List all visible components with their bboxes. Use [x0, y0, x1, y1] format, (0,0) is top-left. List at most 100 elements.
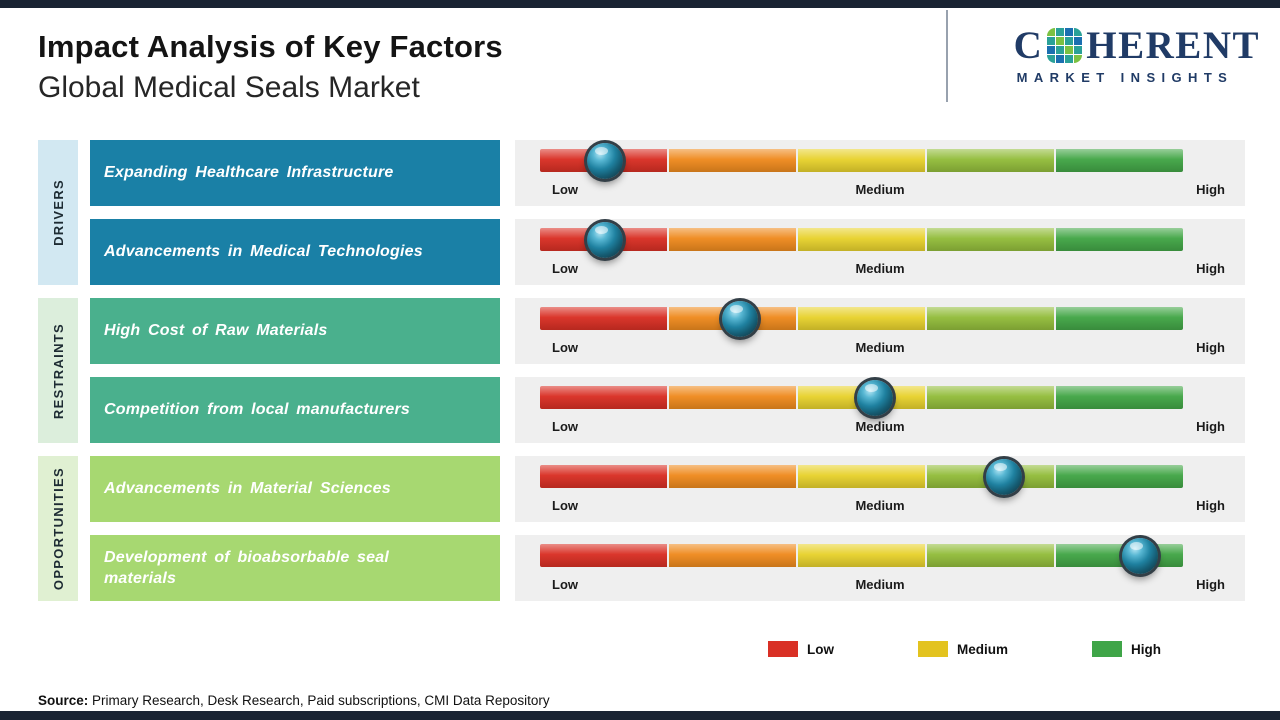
bar-segment-low-mid — [669, 544, 796, 568]
bar-segment-low — [540, 307, 667, 331]
logo-tagline: MARKET INSIGHTS — [1016, 70, 1234, 85]
logo-divider — [946, 10, 948, 102]
scale-label-high: High — [1196, 261, 1225, 277]
bar-segment-high — [1056, 386, 1183, 410]
scale-labels: Low Medium High — [515, 261, 1245, 277]
bar-segment-mid-high — [927, 307, 1054, 331]
impact-bar-strip: Low Medium High — [515, 535, 1245, 602]
impact-bar — [540, 537, 1185, 574]
scale-label-high: High — [1196, 577, 1225, 593]
scale-label-low: Low — [552, 498, 578, 514]
slider-knob — [721, 300, 758, 337]
factor-label-box: Competition from local manufacturers — [90, 377, 500, 444]
legend-item-low: Low — [768, 641, 834, 657]
legend-swatch-high — [1092, 641, 1123, 657]
impact-bar-strip: Low Medium High — [515, 456, 1245, 523]
scale-label-medium: Medium — [855, 498, 905, 514]
group-label-drivers: DRIVERS — [50, 179, 66, 247]
factor-label-box: Advancements in Material Sciences — [90, 456, 500, 523]
bar-segment-high — [1056, 465, 1183, 489]
logo-brand-prefix: C — [1013, 24, 1044, 67]
bar-segment-low-mid — [669, 228, 796, 252]
scale-label-medium: Medium — [855, 182, 905, 198]
factor-label-box: Expanding Healthcare Infrastructure — [90, 140, 500, 207]
source-note: Source: Primary Research, Desk Research,… — [38, 693, 550, 708]
scale-label-medium: Medium — [855, 419, 905, 435]
legend-swatch-medium — [918, 641, 948, 657]
page-title: Impact Analysis of Key Factors — [38, 29, 503, 64]
factor-label: High Cost of Raw Materials — [104, 322, 328, 340]
factor-label: Advancements in Medical Technologies — [104, 243, 423, 261]
factor-row: Competition from local manufacturers Low… — [90, 377, 1245, 444]
legend: Low Medium High — [768, 641, 1161, 657]
page-subtitle: Global Medical Seals Market — [38, 71, 420, 105]
impact-bar-strip: Low Medium High — [515, 377, 1245, 444]
scale-label-high: High — [1196, 182, 1225, 198]
bar-segment-low — [540, 544, 667, 568]
scale-label-high: High — [1196, 419, 1225, 435]
scale-label-medium: Medium — [855, 577, 905, 593]
impact-bar — [540, 221, 1185, 258]
bar-segment-high — [1056, 544, 1183, 568]
top-accent-bar — [0, 0, 1280, 8]
impact-bar-strip: Low Medium High — [515, 140, 1245, 207]
legend-item-medium: Medium — [918, 641, 1008, 657]
logo-mosaic-o-icon — [1047, 28, 1083, 63]
scale-labels: Low Medium High — [515, 577, 1245, 593]
scale-label-low: Low — [552, 261, 578, 277]
bar-segment-mid-high — [927, 544, 1054, 568]
scale-label-high: High — [1196, 340, 1225, 356]
slider-knob — [857, 379, 894, 416]
factor-label: Development of bioabsorbable seal materi… — [104, 548, 389, 588]
scale-label-low: Low — [552, 182, 578, 198]
impact-bar — [540, 142, 1185, 179]
slider-knob — [586, 221, 623, 258]
factor-row: High Cost of Raw Materials Low Medium — [90, 298, 1245, 365]
bar-segment-low — [540, 386, 667, 410]
factor-row: Development of bioabsorbable seal materi… — [90, 535, 1245, 602]
factor-label-box: Advancements in Medical Technologies — [90, 219, 500, 286]
legend-swatch-low — [768, 641, 798, 657]
factor-label: Competition from local manufacturers — [104, 401, 411, 419]
group-tab-drivers: DRIVERS — [38, 140, 78, 286]
group-tab-restraints: RESTRAINTS — [38, 298, 78, 444]
factor-label: Expanding Healthcare Infrastructure — [104, 164, 394, 182]
group-opportunities: OPPORTUNITIES Advancements in Material S… — [38, 456, 1245, 602]
bar-segment-mid-high — [927, 228, 1054, 252]
header: Impact Analysis of Key Factors Global Me… — [0, 0, 1280, 104]
bar-segment-medium — [798, 149, 925, 173]
factor-label-box: High Cost of Raw Materials — [90, 298, 500, 365]
scale-label-medium: Medium — [855, 340, 905, 356]
impact-analysis-chart: DRIVERS Expanding Healthcare Infrastruct… — [38, 140, 1245, 602]
impact-bar-strip: Low Medium High — [515, 298, 1245, 365]
bar-segment-medium — [798, 465, 925, 489]
impact-bar — [540, 300, 1185, 337]
scale-label-medium: Medium — [855, 261, 905, 277]
scale-label-low: Low — [552, 340, 578, 356]
scale-label-low: Low — [552, 577, 578, 593]
factor-label: Advancements in Material Sciences — [104, 480, 391, 498]
factor-row: Advancements in Material Sciences Low Me… — [90, 456, 1245, 523]
bar-segment-low-mid — [669, 149, 796, 173]
source-text: Primary Research, Desk Research, Paid su… — [88, 693, 550, 708]
factor-row: Expanding Healthcare Infrastructure Low … — [90, 140, 1245, 207]
factor-label-box: Development of bioabsorbable seal materi… — [90, 535, 500, 602]
bar-segment-medium — [798, 544, 925, 568]
group-label-opportunities: OPPORTUNITIES — [50, 467, 66, 591]
impact-bar-strip: Low Medium High — [515, 219, 1245, 286]
bar-segment-low-mid — [669, 465, 796, 489]
impact-bar — [540, 458, 1185, 495]
bar-segment-high — [1056, 228, 1183, 252]
legend-label-medium: Medium — [957, 641, 1009, 657]
group-label-restraints: RESTRAINTS — [50, 322, 66, 419]
bar-segment-low-mid — [669, 386, 796, 410]
legend-label-low: Low — [807, 641, 834, 657]
source-label: Source: — [38, 693, 89, 708]
group-tab-opportunities: OPPORTUNITIES — [38, 456, 78, 602]
logo-brand: C HERENT — [1014, 26, 1260, 65]
scale-label-low: Low — [552, 419, 578, 435]
bar-segment-high — [1056, 149, 1183, 173]
group-restraints: RESTRAINTS High Cost of Raw Materials — [38, 298, 1245, 444]
scale-labels: Low Medium High — [515, 419, 1245, 435]
legend-label-high: High — [1131, 641, 1162, 657]
